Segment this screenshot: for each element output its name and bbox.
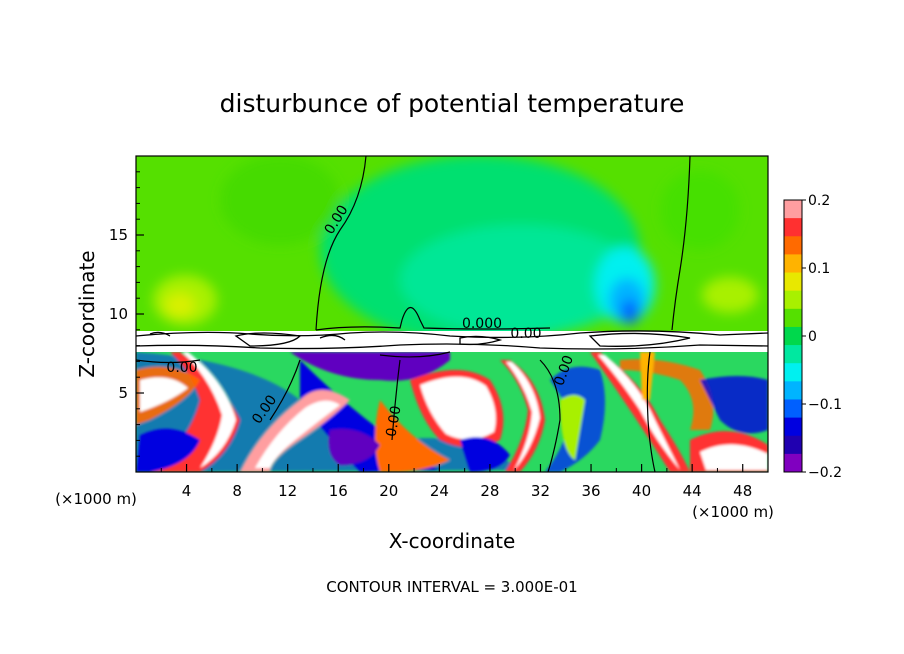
x-tick-label: 8 <box>232 482 242 500</box>
y-axis: 5 10 15 <box>109 171 144 457</box>
y-tick-label: 10 <box>109 305 128 323</box>
x-tick-label: 20 <box>379 482 398 500</box>
colorbar <box>783 199 803 473</box>
colorbar-swatch <box>784 236 802 255</box>
x-unit-left: (×1000 m) <box>55 490 137 508</box>
x-axis-label: X-coordinate <box>389 529 516 553</box>
x-unit-right: (×1000 m) <box>692 503 774 521</box>
colorbar-tick-label: −0.2 <box>808 465 842 481</box>
y-axis-label: Z-coordinate <box>75 250 99 377</box>
y-tick-label: 15 <box>109 226 128 244</box>
x-tick-label: 16 <box>329 482 348 500</box>
y-tick-label: 5 <box>118 384 128 402</box>
colorbar-swatch <box>784 417 802 437</box>
x-tick-label: 4 <box>182 482 192 500</box>
x-tick-label: 48 <box>733 482 752 500</box>
colorbar-tick-label: 0 <box>808 329 817 345</box>
colorbar-swatch <box>784 272 802 292</box>
colorbar-ticks: 0.2 0.1 0 −0.1 −0.2 <box>802 193 842 481</box>
colorbar-swatch <box>784 363 802 382</box>
x-tick-label: 12 <box>278 482 297 500</box>
colorbar-swatch <box>784 218 802 237</box>
colorbar-swatch <box>784 200 802 219</box>
chart-title: disturbunce of potential temperature <box>220 89 685 118</box>
colorbar-tick-label: −0.1 <box>808 397 842 413</box>
colorbar-tick-label: 0.1 <box>808 261 830 277</box>
colorbar-swatch <box>784 290 802 310</box>
x-axis: 4 8 12 16 20 24 28 32 36 40 44 48 <box>160 464 752 500</box>
colorbar-tick-label: 0.2 <box>808 193 830 209</box>
upper-layer-structure <box>153 156 758 345</box>
colorbar-swatch <box>784 308 802 328</box>
colorbar-swatch <box>784 381 802 400</box>
contour-interval-footer: CONTOUR INTERVAL = 3.000E-01 <box>326 578 577 596</box>
colorbar-swatch <box>784 399 802 419</box>
x-tick-label: 28 <box>480 482 499 500</box>
x-tick-label: 44 <box>683 482 702 500</box>
contour-lines <box>136 156 691 472</box>
contour-label: 0.000 <box>462 316 502 332</box>
contour-label: 0.00 <box>510 326 541 342</box>
x-tick-label: 36 <box>581 482 600 500</box>
colorbar-swatch <box>784 345 802 364</box>
colorbar-swatch <box>784 435 802 455</box>
colorbar-swatch <box>784 326 802 346</box>
plot-field <box>136 156 768 472</box>
colorbar-swatch <box>784 453 802 473</box>
colorbar-swatch <box>784 254 802 274</box>
contour-label: 0.00 <box>166 360 197 376</box>
mixing-layer-contours <box>136 330 768 350</box>
contour-label: 0.00 <box>383 405 404 438</box>
x-tick-label: 24 <box>430 482 449 500</box>
x-tick-label: 32 <box>531 482 550 500</box>
turbulent-eddies <box>136 352 768 472</box>
x-tick-label: 40 <box>632 482 651 500</box>
